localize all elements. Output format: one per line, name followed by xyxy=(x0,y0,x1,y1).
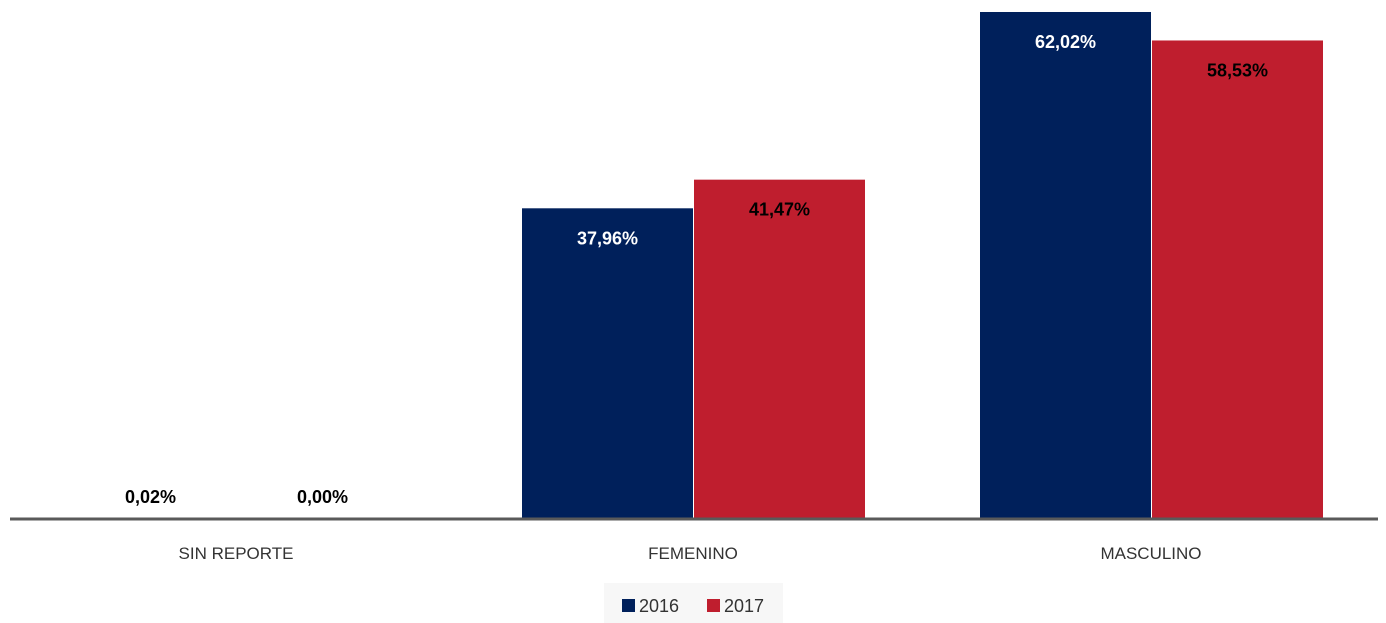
category-label-masculino: MASCULINO xyxy=(1100,544,1201,563)
legend: 2016 2017 xyxy=(604,583,783,623)
bars-group xyxy=(65,12,1323,519)
category-labels-group: SIN REPORTE FEMENINO MASCULINO xyxy=(179,544,1202,563)
data-label-masculino-2017: 58,53% xyxy=(1207,60,1268,80)
legend-label-2016: 2016 xyxy=(639,596,679,616)
legend-swatch-2016 xyxy=(622,599,635,612)
bar-masculino-2017 xyxy=(1152,40,1323,518)
bar-femenino-2016 xyxy=(522,208,693,519)
bar-femenino-2017 xyxy=(694,179,865,518)
legend-swatch-2017 xyxy=(707,599,720,612)
bar-masculino-2016 xyxy=(980,12,1151,518)
legend-label-2017: 2017 xyxy=(724,596,764,616)
data-label-sin-reporte-2017: 0,00% xyxy=(297,487,348,507)
data-label-masculino-2016: 62,02% xyxy=(1035,32,1096,52)
category-label-sin-reporte: SIN REPORTE xyxy=(179,544,294,563)
data-label-sin-reporte-2016: 0,02% xyxy=(125,487,176,507)
data-label-femenino-2016: 37,96% xyxy=(577,228,638,248)
data-label-femenino-2017: 41,47% xyxy=(749,200,810,220)
bar-labels-group: 0,02% 0,00% 37,96% 41,47% 62,02% 58,53% xyxy=(125,32,1268,507)
category-label-femenino: FEMENINO xyxy=(648,544,738,563)
